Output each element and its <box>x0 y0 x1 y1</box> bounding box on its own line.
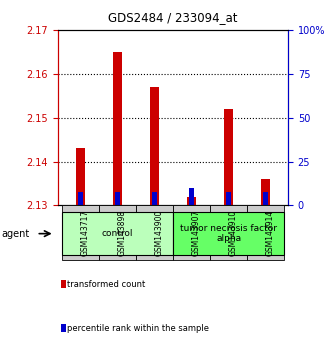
Text: GSM143898: GSM143898 <box>117 210 126 256</box>
Bar <box>113 52 122 205</box>
Text: GSM143900: GSM143900 <box>154 210 164 256</box>
Text: transformed count: transformed count <box>67 280 145 289</box>
Bar <box>78 192 83 205</box>
Bar <box>75 148 85 205</box>
Bar <box>226 192 231 205</box>
Text: GSM143717: GSM143717 <box>80 210 89 256</box>
Text: GDS2484 / 233094_at: GDS2484 / 233094_at <box>108 11 238 24</box>
Bar <box>261 179 270 205</box>
Bar <box>150 87 159 205</box>
Text: control: control <box>102 229 133 238</box>
Text: percentile rank within the sample: percentile rank within the sample <box>67 324 209 333</box>
Bar <box>263 192 268 205</box>
Bar <box>189 188 194 205</box>
Text: tumor necrosis factor
alpha: tumor necrosis factor alpha <box>180 224 277 243</box>
Text: GSM143910: GSM143910 <box>229 210 238 256</box>
Bar <box>187 196 196 205</box>
Text: GSM143914: GSM143914 <box>266 210 275 256</box>
Text: GSM143907: GSM143907 <box>192 210 201 256</box>
Bar <box>224 109 233 205</box>
Bar <box>115 192 120 205</box>
Text: agent: agent <box>2 229 30 239</box>
Bar <box>152 192 157 205</box>
